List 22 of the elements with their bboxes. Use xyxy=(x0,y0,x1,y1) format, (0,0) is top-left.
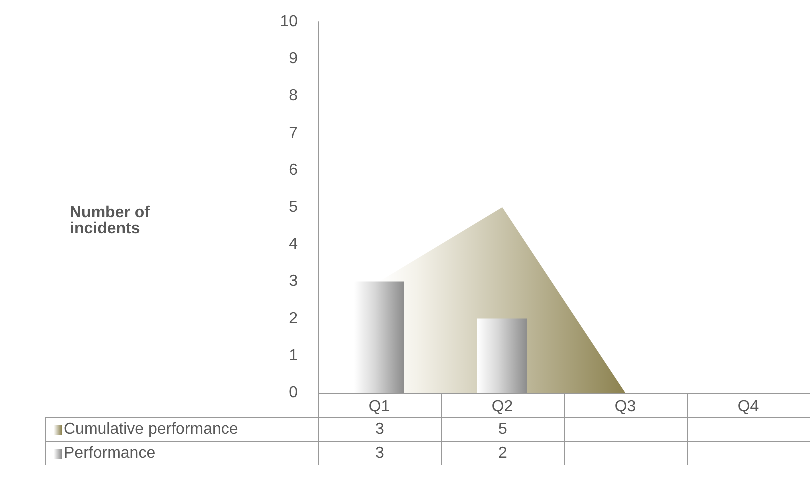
data-label: 5 xyxy=(441,417,564,441)
x-tick-label: Q3 xyxy=(614,398,636,416)
legend-label: Cumulative performance xyxy=(64,420,238,438)
data-label: 2 xyxy=(441,441,564,465)
y-tick-label: 5 xyxy=(289,199,298,216)
y-tick-label: 1 xyxy=(289,347,298,364)
x-tick-label: Q2 xyxy=(492,398,514,416)
y-tick-label: 2 xyxy=(289,310,298,328)
y-tick-label: 7 xyxy=(289,124,298,142)
legend-label: Performance xyxy=(64,444,156,462)
y-tick-label: 0 xyxy=(289,384,298,402)
x-tick-label: Q1 xyxy=(368,398,390,416)
y-tick-label: 8 xyxy=(289,88,298,105)
x-tick-label: Q4 xyxy=(738,398,760,416)
text: Number of incidents xyxy=(70,204,154,238)
data-label: 3 xyxy=(318,417,441,441)
data-label: 3 xyxy=(318,441,441,465)
y-tick-label: 9 xyxy=(289,50,298,68)
y-tick-label: 6 xyxy=(289,162,298,179)
y-tick-label: 4 xyxy=(289,236,298,254)
y-tick-label: 10 xyxy=(280,14,298,30)
y-tick-label: 3 xyxy=(289,273,298,290)
